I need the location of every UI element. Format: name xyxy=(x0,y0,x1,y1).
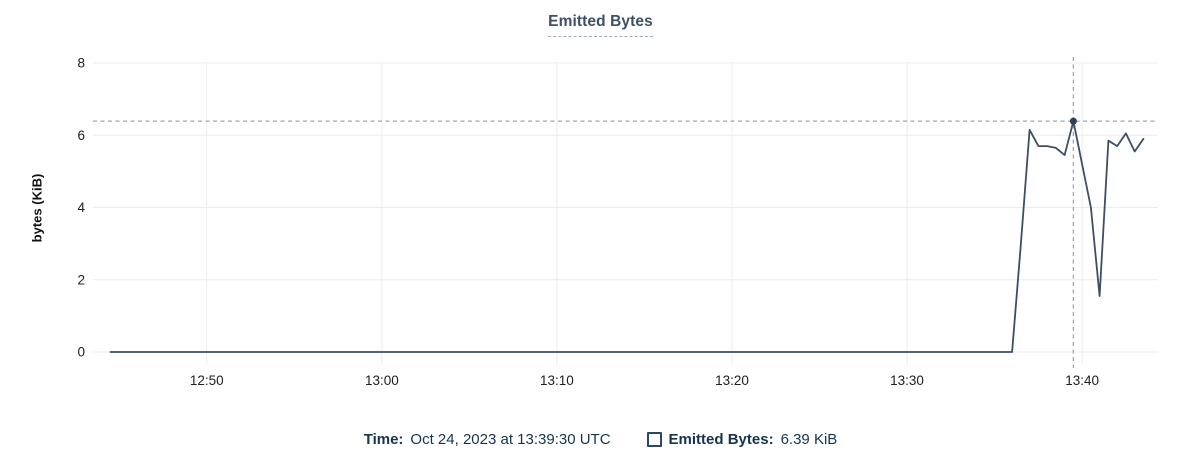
x-tick-label: 13:10 xyxy=(540,373,574,388)
y-tick-label: 0 xyxy=(77,345,85,360)
y-axis-label: bytes (KiB) xyxy=(29,173,45,243)
y-tick-label: 8 xyxy=(77,56,85,71)
x-tick-label: 12:50 xyxy=(190,373,224,388)
emitted-bytes-line-chart[interactable]: 0 2 4 6 8 12:50 13:00 13:10 13:20 13:30 13:40 xyxy=(0,0,1201,412)
y-tick-label: 2 xyxy=(77,272,85,287)
series-checkbox-icon[interactable] xyxy=(646,431,662,447)
x-tick-label: 13:20 xyxy=(715,373,749,388)
series-line-emitted-bytes xyxy=(109,120,1145,353)
x-tick-label: 13:40 xyxy=(1065,373,1099,388)
time-readout: Time: Oct 24, 2023 at 13:39:30 UTC xyxy=(364,431,611,448)
series-value: 6.39 KiB xyxy=(780,430,838,448)
x-tick-label: 13:00 xyxy=(365,373,399,388)
y-tick-label: 6 xyxy=(77,128,85,143)
x-tick-label: 13:30 xyxy=(890,373,924,388)
time-value: Oct 24, 2023 at 13:39:30 UTC xyxy=(410,430,611,448)
chart-title[interactable]: Emitted Bytes xyxy=(548,13,653,37)
time-label: Time: xyxy=(363,430,404,448)
chart-header: Emitted Bytes xyxy=(0,13,1201,37)
hover-point[interactable] xyxy=(1069,117,1077,125)
legend-item-emitted-bytes[interactable]: Emitted Bytes: 6.39 KiB xyxy=(646,430,838,448)
hover-readout: Time: Oct 24, 2023 at 13:39:30 UTC Emitt… xyxy=(0,426,1201,452)
series-label: Emitted Bytes: xyxy=(668,430,774,448)
y-tick-label: 4 xyxy=(77,200,85,215)
